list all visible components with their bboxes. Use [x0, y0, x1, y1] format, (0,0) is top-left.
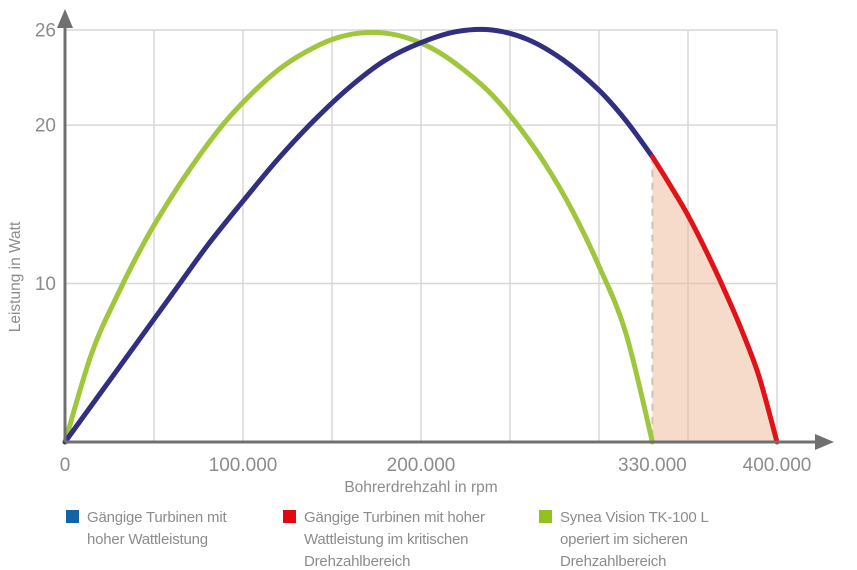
critical-area [652, 156, 777, 443]
curve-standard [62, 26, 655, 445]
legend-label-line: Wattleistung im kritischen [304, 531, 469, 548]
x-tick-label: 0 [60, 455, 71, 476]
chart-legend: Gängige Turbinen mit hoher Wattleistung … [0, 507, 857, 570]
x-tick-label: 330.000 [618, 455, 687, 476]
y-tick-labels: 10 20 26 [35, 21, 56, 296]
legend-label-synea: Synea Vision TK-100 L operiert im sicher… [560, 507, 709, 570]
x-tick-labels: 0 100.000 200.000 330.000 400.000 [60, 455, 812, 476]
x-tick-label: 400.000 [743, 455, 812, 476]
power-curve-plot: 0 100.000 200.000 330.000 400.000 10 20 26 Bohre… [7, 9, 834, 496]
legend-label-line: operiert im sicheren [560, 531, 688, 548]
x-tick-label: 200.000 [387, 455, 456, 476]
legend-label-line: Gängige Turbinen mit hoher [304, 509, 485, 526]
curve-synea [62, 29, 655, 445]
legend-swatch-standard-blue [66, 510, 79, 523]
curve-critical [649, 154, 780, 445]
legend-item-synea-vision: Synea Vision TK-100 L operiert im sicher… [539, 507, 709, 570]
legend-label-line: Drehzahlbereich [560, 553, 667, 570]
legend-label-line: hoher Wattleistung [87, 531, 208, 548]
legend-label-line: Gängige Turbinen mit [87, 509, 227, 526]
legend-label-critical: Gängige Turbinen mit hoher Wattleistung … [304, 507, 485, 570]
x-axis-title: Bohrerdrehzahl in rpm [344, 479, 497, 496]
legend-swatch-critical-red [283, 510, 296, 523]
legend-item-critical-range: Gängige Turbinen mit hoher Wattleistung … [283, 507, 485, 570]
legend-label-line: Drehzahlbereich [304, 553, 411, 570]
y-axis-arrow [57, 9, 73, 28]
y-tick-label: 26 [35, 21, 56, 42]
legend-label-line: Synea Vision TK-100 L [560, 509, 709, 526]
x-axis-arrow [815, 434, 834, 450]
y-axis-title: Leistung in Watt [7, 221, 24, 332]
legend-item-standard-turbines: Gängige Turbinen mit hoher Wattleistung [66, 507, 227, 551]
legend-label-standard: Gängige Turbinen mit hoher Wattleistung [87, 507, 227, 551]
x-tick-label: 100.000 [209, 455, 278, 476]
legend-swatch-synea-green [539, 510, 552, 523]
y-tick-label: 20 [35, 116, 56, 137]
axes [57, 9, 834, 450]
y-tick-label: 10 [35, 274, 56, 295]
